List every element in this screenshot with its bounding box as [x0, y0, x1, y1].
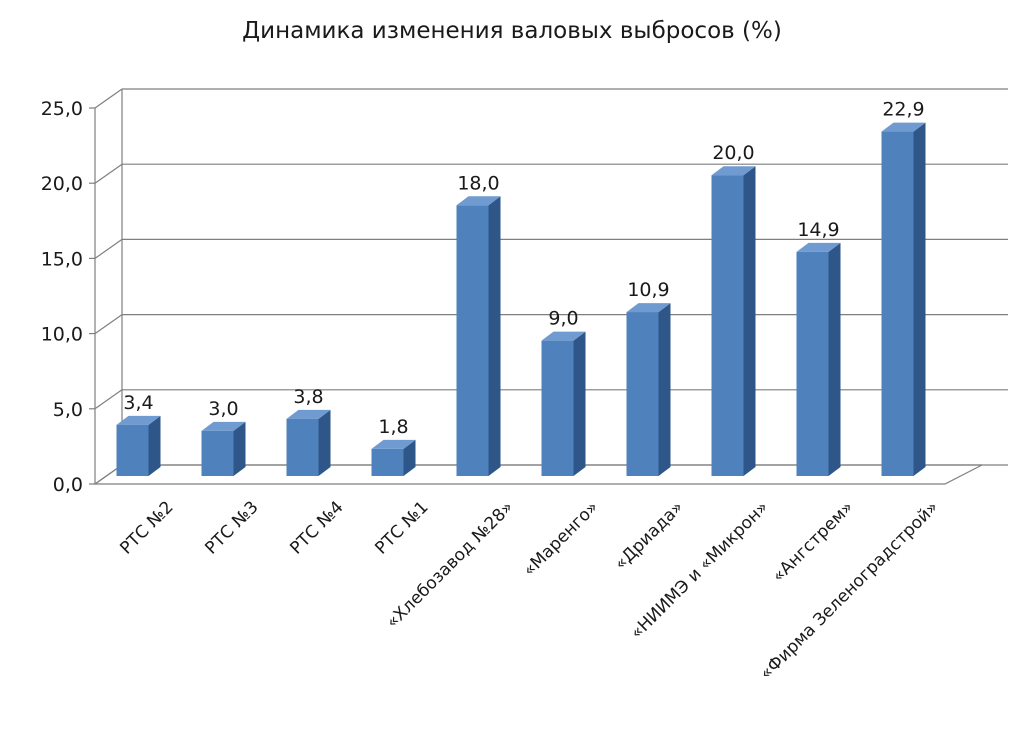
gridline-depth: [94, 88, 123, 109]
gridline-depth: [94, 163, 123, 184]
chart-title: Динамика изменения валовых выбросов (%): [242, 18, 782, 44]
y-tick-label: 20,0: [41, 173, 83, 195]
x-tick-label: «Маренго»: [519, 497, 602, 580]
x-tick-label: РТС №4: [286, 497, 347, 558]
bar: [456, 196, 501, 476]
data-label: 14,9: [797, 219, 839, 241]
data-label: 10,9: [627, 279, 669, 301]
y-tick-label: 15,0: [41, 248, 83, 270]
data-label: 20,0: [712, 142, 754, 164]
y-tick-label: 0,0: [53, 474, 83, 496]
bar: [116, 415, 161, 476]
x-tick-label: РТС №2: [116, 497, 177, 558]
data-label: 3,0: [208, 398, 238, 420]
data-label: 22,9: [882, 99, 924, 121]
x-tick-label: «Ангстрем»: [769, 497, 858, 586]
data-label: 18,0: [457, 172, 499, 194]
gridline-depth: [94, 314, 123, 335]
y-tick-label: 25,0: [41, 98, 83, 120]
bar: [541, 331, 586, 476]
data-label: 1,8: [378, 416, 408, 438]
x-tick-label: РТС №1: [371, 497, 432, 558]
bar: [286, 409, 331, 476]
y-tick-label: 5,0: [53, 399, 83, 421]
x-tick-label: «НИИМЭ и «Микрон»: [627, 497, 773, 643]
x-tick-label: РТС №3: [201, 497, 262, 558]
bar: [796, 242, 841, 476]
x-tick-label: «Дриада»: [611, 497, 688, 574]
bar: [711, 166, 756, 476]
x-axis-floor: [93, 464, 983, 485]
data-label: 3,8: [293, 386, 323, 408]
bar: [626, 303, 671, 476]
y-tick-label: 10,0: [41, 324, 83, 346]
bar: [881, 122, 926, 477]
data-label: 3,4: [123, 392, 153, 414]
bar: [201, 421, 246, 476]
x-tick-label: «Фирма Зеленоградстрой»: [756, 497, 942, 683]
bar: [371, 439, 416, 476]
data-label: 9,0: [548, 308, 578, 330]
gridline-depth: [94, 389, 123, 410]
gridline-depth: [94, 238, 123, 259]
